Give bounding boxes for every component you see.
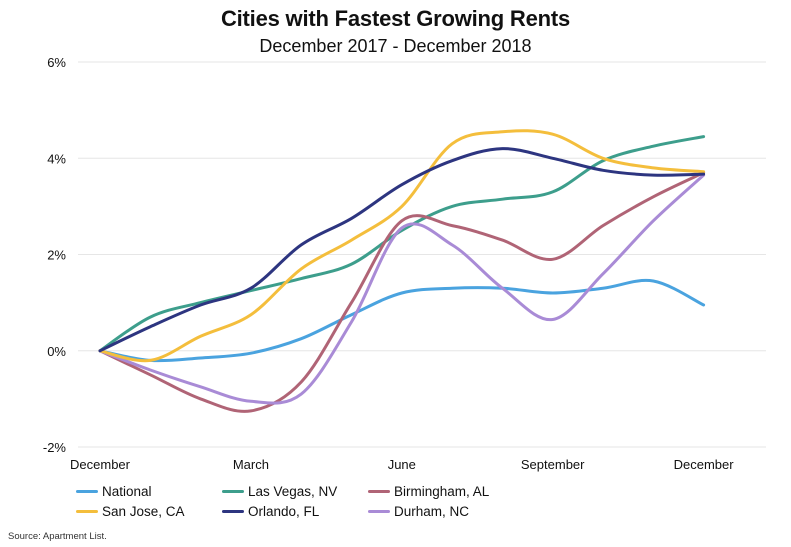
- source-note: Source: Apartment List.: [8, 531, 107, 542]
- series-lines: [98, 129, 706, 413]
- legend-label-birmingham: Birmingham, AL: [394, 484, 490, 499]
- y-tick-label: 4%: [47, 151, 66, 166]
- x-tick-label: September: [521, 457, 585, 472]
- y-tick-label: -2%: [43, 440, 67, 455]
- series-line-orlando: [98, 147, 706, 353]
- x-axis-tick-labels: December March June September December: [70, 457, 734, 472]
- legend-item-las-vegas: Las Vegas, NV: [222, 484, 337, 499]
- legend-label-las-vegas: Las Vegas, NV: [248, 484, 338, 499]
- series-line-national: [98, 278, 706, 363]
- legend-swatch-durham: [368, 510, 390, 513]
- y-axis-tick-labels: -2% 0% 2% 4% 6%: [43, 55, 67, 455]
- series-line-durham: [98, 173, 706, 405]
- legend-label-durham: Durham, NC: [394, 504, 470, 519]
- legend-swatch-national: [76, 490, 98, 493]
- legend-swatch-san-jose: [76, 510, 98, 513]
- legend-swatch-las-vegas: [222, 490, 244, 493]
- y-tick-label: 0%: [47, 344, 66, 359]
- legend-item-san-jose: San Jose, CA: [76, 504, 185, 519]
- y-tick-label: 6%: [47, 55, 66, 70]
- legend-label-national: National: [102, 484, 152, 499]
- gridlines: [78, 61, 766, 448]
- legend-item-national: National: [76, 484, 152, 499]
- series-line-san-jose: [98, 129, 706, 363]
- line-chart: -2%0%2%4%6% December March June September De…: [43, 55, 766, 472]
- series-line-las-vegas: [98, 135, 706, 353]
- legend-item-durham: Durham, NC: [368, 504, 469, 519]
- legend-item-orlando: Orlando, FL: [222, 504, 319, 519]
- legend-item-birmingham: Birmingham, AL: [368, 484, 489, 499]
- chart-title: Cities with Fastest Growing Rents: [220, 6, 571, 31]
- x-tick-label: December: [674, 457, 735, 472]
- series-line-birmingham: [98, 171, 706, 413]
- legend-label-san-jose: San Jose, CA: [102, 504, 185, 519]
- legend-swatch-orlando: [222, 510, 244, 513]
- x-tick-label: March: [233, 457, 269, 472]
- x-tick-label: June: [388, 457, 416, 472]
- y-tick-label: 2%: [47, 248, 66, 263]
- x-tick-label: December: [70, 457, 131, 472]
- legend-swatch-birmingham: [368, 490, 390, 493]
- chart-subtitle: December 2017 - December 2018: [259, 36, 532, 56]
- legend-label-orlando: Orlando, FL: [248, 504, 320, 519]
